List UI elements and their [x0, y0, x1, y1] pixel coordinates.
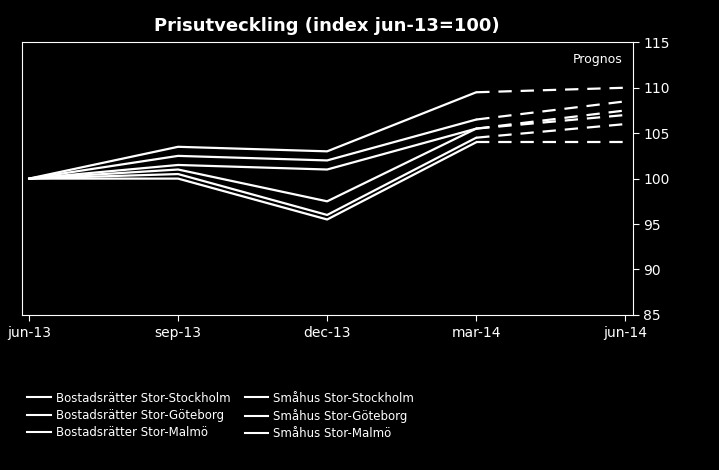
- Title: Prisutveckling (index jun-13=100): Prisutveckling (index jun-13=100): [155, 17, 500, 35]
- Text: Prognos: Prognos: [572, 53, 622, 66]
- Legend: Bostadsrätter Stor-Stockholm, Bostadsrätter Stor-Göteborg, Bostadsrätter Stor-Ma: Bostadsrätter Stor-Stockholm, Bostadsrät…: [27, 392, 414, 440]
